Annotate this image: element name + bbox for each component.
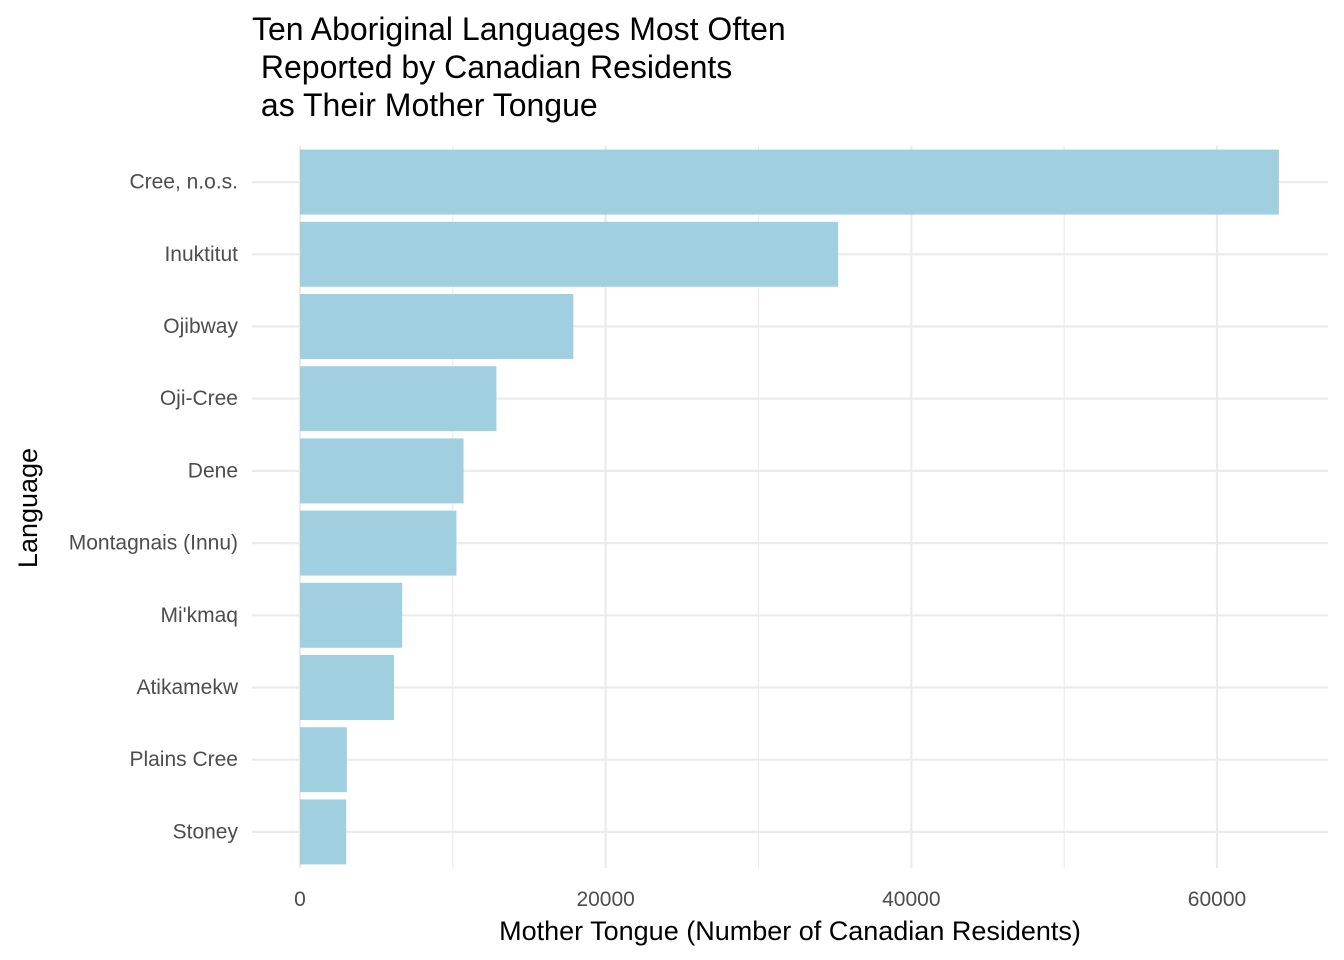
y-axis-title: Language xyxy=(13,448,43,568)
bar xyxy=(300,221,839,287)
y-tick-label: Oji-Cree xyxy=(160,387,238,410)
y-tick-label: Stoney xyxy=(173,820,239,843)
y-tick-label: Plains Cree xyxy=(129,748,238,771)
x-tick-label: 40000 xyxy=(882,888,940,911)
bar xyxy=(300,655,394,720)
y-tick-label: Dene xyxy=(188,459,238,482)
y-axis-tick-labels: Cree, n.o.s. Inuktitut Ojibway Oji-Cree Dene… xyxy=(69,171,239,844)
x-tick-label: 20000 xyxy=(576,888,634,911)
chart-title: Ten Aboriginal Languages Most Often Repo… xyxy=(252,11,786,123)
bar xyxy=(300,294,574,359)
y-tick-label: Cree, n.o.s. xyxy=(129,171,238,194)
x-axis-title: Mother Tongue (Number of Canadian Reside… xyxy=(499,916,1081,946)
bar xyxy=(300,366,497,432)
y-tick-label: Atikamekw xyxy=(136,676,238,699)
x-tick-label: 60000 xyxy=(1188,888,1246,911)
x-tick-label: 0 xyxy=(294,888,306,911)
bars xyxy=(300,149,1279,865)
bar xyxy=(300,582,403,648)
x-axis-tick-labels: 0 20000 40000 60000 xyxy=(294,888,1246,911)
y-tick-label: Ojibway xyxy=(163,315,238,338)
bar xyxy=(300,438,464,504)
bar xyxy=(300,510,457,576)
y-tick-label: Montagnais (Innu) xyxy=(69,532,238,555)
bar xyxy=(300,799,347,865)
y-tick-label: Inuktitut xyxy=(164,243,238,266)
bar xyxy=(300,149,1279,215)
bar xyxy=(300,727,347,793)
y-tick-label: Mi'kmaq xyxy=(160,604,238,627)
